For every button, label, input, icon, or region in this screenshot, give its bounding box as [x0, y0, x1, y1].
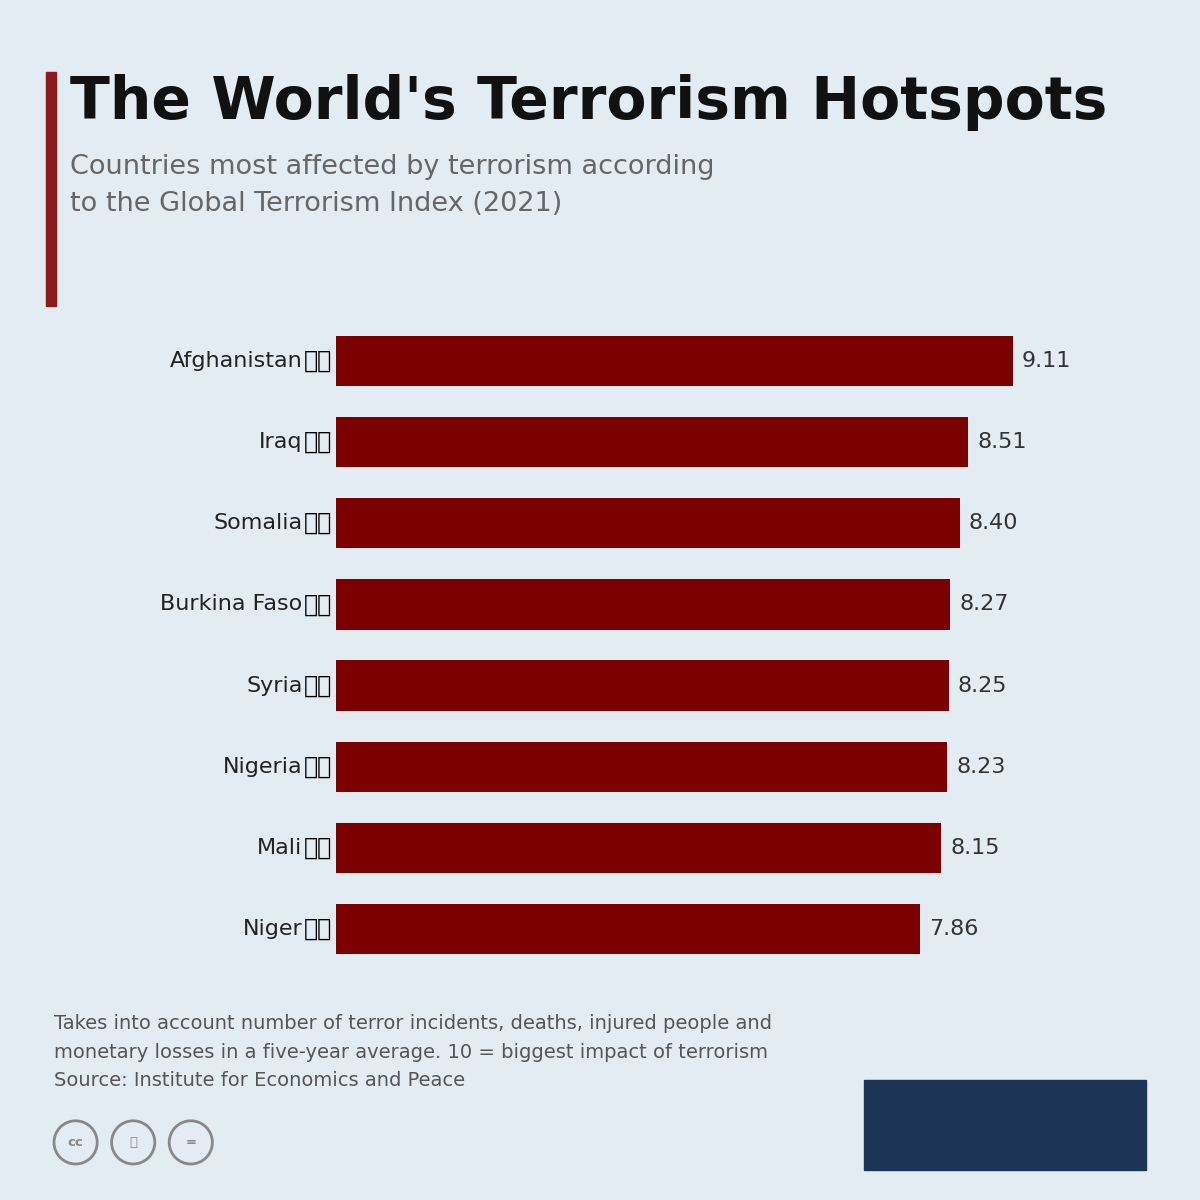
Text: Syria: Syria [246, 676, 302, 696]
Text: 8.27: 8.27 [959, 594, 1009, 614]
Text: 🇸🇴: 🇸🇴 [304, 511, 332, 535]
Text: Niger: Niger [242, 919, 302, 940]
Bar [336, 904, 920, 954]
Text: Somalia: Somalia [214, 514, 302, 533]
Text: Iraq: Iraq [259, 432, 302, 452]
Text: 8.15: 8.15 [950, 838, 1000, 858]
Bar [336, 660, 949, 710]
Text: 🇳🇬: 🇳🇬 [304, 755, 332, 779]
Text: 🇧🇫: 🇧🇫 [304, 593, 332, 617]
Text: 🇮🇶: 🇮🇶 [304, 430, 332, 454]
Text: ⓘ: ⓘ [130, 1136, 137, 1148]
Text: 7.86: 7.86 [929, 919, 978, 940]
Bar [336, 416, 968, 467]
Text: Countries most affected by terrorism according
to the Global Terrorism Index (20: Countries most affected by terrorism acc… [70, 154, 714, 216]
Text: 8.23: 8.23 [956, 757, 1006, 776]
Text: 🇦🇫: 🇦🇫 [304, 349, 332, 373]
Bar [336, 498, 960, 548]
Text: Afghanistan: Afghanistan [170, 350, 302, 371]
Text: statista: statista [905, 1106, 1061, 1140]
Text: 9.11: 9.11 [1021, 350, 1072, 371]
Text: Burkina Faso: Burkina Faso [161, 594, 302, 614]
Bar [336, 742, 947, 792]
Text: 8.40: 8.40 [968, 514, 1019, 533]
Text: 🇸🇾: 🇸🇾 [304, 673, 332, 697]
Text: 🇳🇪: 🇳🇪 [304, 917, 332, 941]
Text: ◢: ◢ [1111, 1109, 1135, 1138]
Text: =: = [185, 1136, 197, 1148]
Text: The World's Terrorism Hotspots: The World's Terrorism Hotspots [70, 74, 1106, 132]
Bar [336, 823, 942, 874]
Bar [336, 580, 950, 630]
Text: cc: cc [67, 1136, 84, 1148]
Bar [336, 336, 1013, 386]
Text: 🇲🇱: 🇲🇱 [304, 836, 332, 860]
Text: Nigeria: Nigeria [223, 757, 302, 776]
Text: Mali: Mali [257, 838, 302, 858]
Text: 8.25: 8.25 [958, 676, 1007, 696]
Text: Takes into account number of terror incidents, deaths, injured people and
moneta: Takes into account number of terror inci… [54, 1014, 772, 1091]
Text: 8.51: 8.51 [977, 432, 1026, 452]
